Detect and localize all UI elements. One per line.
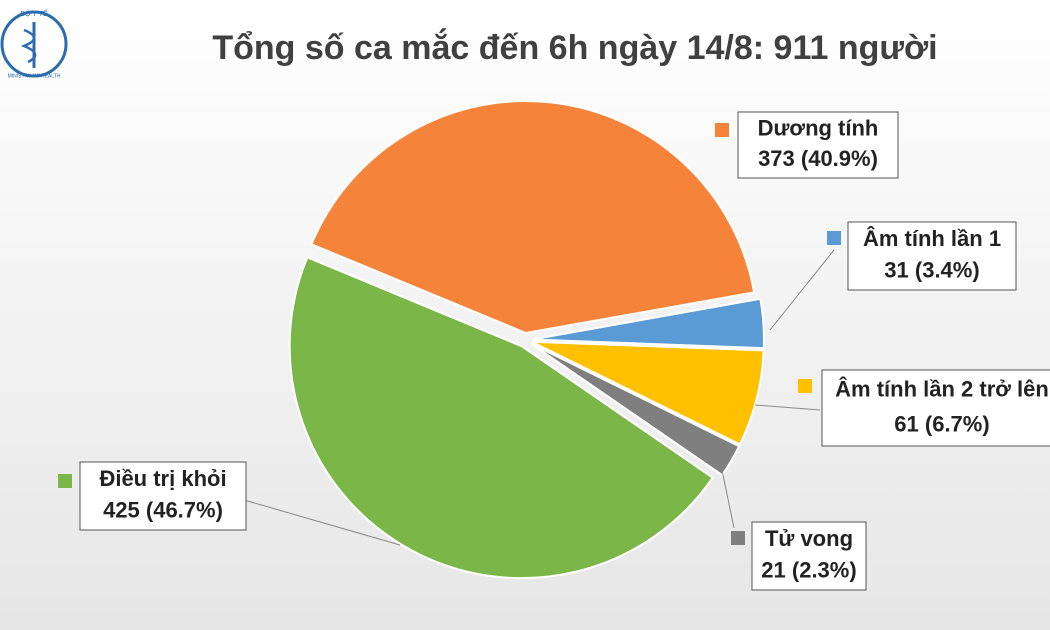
legend-marker bbox=[58, 474, 72, 488]
label-box bbox=[79, 461, 247, 531]
slice-value: 31 (3.4%) bbox=[884, 257, 979, 282]
logo-top: BỘ Y TẾ bbox=[20, 8, 48, 18]
pie-slice bbox=[531, 297, 765, 350]
legend-marker bbox=[731, 531, 745, 545]
label-box bbox=[737, 111, 899, 179]
legend-marker bbox=[715, 123, 729, 137]
slice-name: Âm tính lần 1 bbox=[863, 226, 1001, 251]
leader-line bbox=[769, 249, 835, 331]
pie-slice bbox=[531, 340, 765, 446]
slice-name: Dương tính bbox=[758, 116, 879, 141]
slice-value: 61 (6.7%) bbox=[894, 411, 989, 436]
pie-slice bbox=[530, 342, 741, 477]
slice-name: Điều trị khỏi bbox=[99, 466, 226, 491]
leader-line bbox=[754, 404, 821, 411]
label-box bbox=[847, 221, 1017, 291]
legend-marker bbox=[827, 231, 841, 245]
logo: BỘ Y TẾ MINISTRY OF HEALTH bbox=[0, 8, 68, 79]
logo-bottom: MINISTRY OF HEALTH bbox=[8, 73, 61, 79]
legend-marker bbox=[798, 379, 812, 393]
slice-value: 21 (2.3%) bbox=[761, 557, 856, 582]
leader-line bbox=[243, 499, 401, 546]
pie-slice bbox=[310, 100, 756, 335]
slice-value: 425 (46.7%) bbox=[103, 497, 223, 522]
slice-name: Tử vong bbox=[765, 526, 853, 551]
leader-line bbox=[721, 469, 735, 529]
chart-title: Tổng số ca mắc đến 6h ngày 14/8: 911 ngư… bbox=[212, 29, 937, 67]
label-box bbox=[751, 521, 867, 591]
label-box bbox=[821, 369, 1050, 447]
pie-slice bbox=[288, 256, 715, 580]
slice-value: 373 (40.9%) bbox=[758, 146, 878, 171]
slice-name: Âm tính lần 2 trở lên bbox=[835, 376, 1049, 401]
